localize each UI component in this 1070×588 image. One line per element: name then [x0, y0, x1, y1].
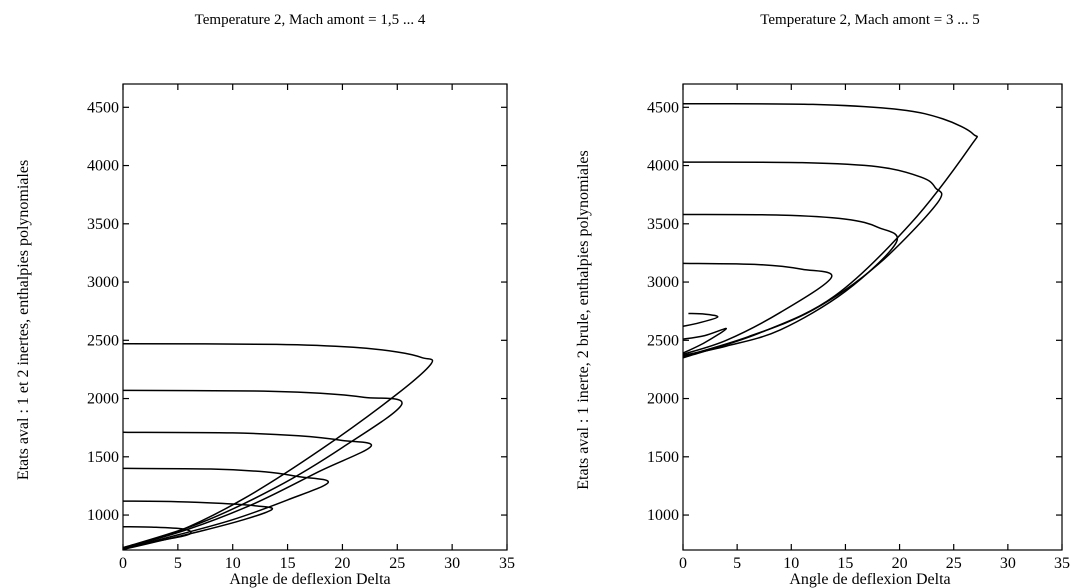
series-line [122, 467, 329, 550]
y-tick-label: 3000 [87, 274, 119, 291]
x-tick-label: 10 [225, 555, 241, 572]
series-line [682, 103, 978, 359]
x-tick-label: 35 [1054, 555, 1070, 572]
y-tick-label: 2000 [87, 391, 119, 408]
y-tick-label: 3500 [87, 216, 119, 233]
chart-title: Temperature 2, Mach amont = 1,5 ... 4 [195, 12, 426, 28]
series-line [682, 262, 833, 356]
y-tick-label: 4500 [647, 99, 679, 116]
plot-frame [682, 83, 1063, 551]
x-tick-label: 30 [1000, 555, 1016, 572]
y-axis-label: Etats aval : 1 et 2 inertes, enthalpies … [15, 160, 32, 480]
series-line [122, 389, 403, 549]
x-axis-label: Angle de deflexion Delta [789, 571, 950, 588]
series-line [682, 327, 728, 354]
x-tick-label: 25 [946, 555, 962, 572]
y-tick-label: 4000 [647, 158, 679, 175]
series-line [682, 161, 943, 358]
y-tick-label: 1000 [647, 507, 679, 524]
y-tick-label: 3000 [647, 274, 679, 291]
y-tick-label: 2500 [647, 332, 679, 349]
x-tick-label: 20 [334, 555, 350, 572]
y-tick-label: 3500 [647, 216, 679, 233]
y-axis-label: Etats aval : 1 inerte, 2 brule, enthalpi… [575, 150, 592, 489]
x-tick-label: 5 [733, 555, 741, 572]
y-tick-label: 2500 [87, 332, 119, 349]
series-line [682, 312, 719, 328]
x-axis-label: Angle de deflexion Delta [229, 571, 390, 588]
y-tick-label: 1500 [647, 449, 679, 466]
chart-panel-right: Temperature 2, Mach amont = 3 ... 5 Angl… [575, 12, 1070, 588]
x-tick-label: 0 [119, 555, 127, 572]
y-tick-label: 4500 [87, 99, 119, 116]
x-tick-label: 35 [499, 555, 515, 572]
y-tick-label: 4000 [87, 158, 119, 175]
x-tick-label: 25 [389, 555, 405, 572]
y-tick-label: 1000 [87, 507, 119, 524]
x-tick-label: 15 [837, 555, 853, 572]
series-line [122, 500, 274, 551]
chart-title: Temperature 2, Mach amont = 3 ... 5 [760, 12, 979, 28]
plot-frame [122, 83, 508, 551]
x-tick-label: 15 [280, 555, 296, 572]
series-line [122, 343, 434, 549]
x-tick-label: 0 [679, 555, 687, 572]
x-tick-label: 20 [892, 555, 908, 572]
x-tick-label: 5 [174, 555, 182, 572]
y-tick-label: 1500 [87, 449, 119, 466]
x-tick-label: 10 [783, 555, 799, 572]
x-tick-label: 30 [444, 555, 460, 572]
series-line [682, 213, 899, 357]
chart-panel-left: Temperature 2, Mach amont = 1,5 ... 4 An… [15, 12, 515, 588]
y-tick-label: 2000 [647, 391, 679, 408]
series-line [122, 431, 373, 550]
